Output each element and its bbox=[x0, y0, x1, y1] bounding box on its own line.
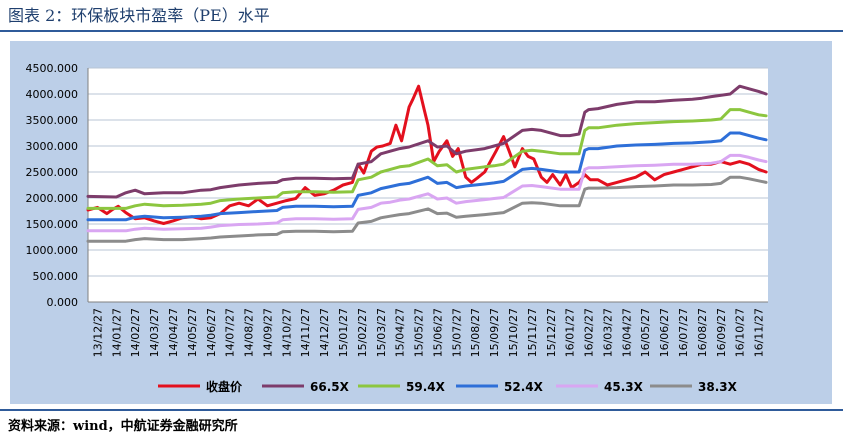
x-tick-label: 15/09/27 bbox=[488, 308, 501, 357]
x-tick-label: 13/12/27 bbox=[91, 308, 104, 357]
bottom-rule bbox=[0, 409, 843, 411]
y-tick-label: 3000.000 bbox=[26, 140, 79, 153]
x-tick-label: 16/11/27 bbox=[753, 308, 766, 357]
legend-label: 59.4X bbox=[406, 380, 446, 394]
x-tick-label: 14/04/27 bbox=[167, 308, 180, 357]
x-tick-label: 16/10/27 bbox=[734, 308, 747, 357]
x-tick-label: 16/07/27 bbox=[677, 308, 690, 357]
x-tick-label: 15/10/27 bbox=[507, 308, 520, 357]
figure-title: 图表 2：环保板块市盈率（PE）水平 bbox=[8, 6, 270, 25]
x-tick-label: 16/04/27 bbox=[620, 308, 633, 357]
x-tick-label: 16/02/27 bbox=[583, 308, 596, 357]
y-tick-label: 3500.000 bbox=[26, 114, 79, 127]
x-tick-label: 16/03/27 bbox=[601, 308, 614, 357]
x-tick-label: 15/04/27 bbox=[394, 308, 407, 357]
x-tick-label: 15/11/27 bbox=[526, 308, 539, 357]
x-tick-label: 15/01/27 bbox=[337, 308, 350, 357]
x-tick-label: 14/09/27 bbox=[261, 308, 274, 357]
top-rule bbox=[0, 30, 843, 32]
x-tick-label: 14/11/27 bbox=[299, 308, 312, 357]
x-tick-label: 14/06/27 bbox=[205, 308, 218, 357]
x-tick-label: 16/09/27 bbox=[715, 308, 728, 357]
x-tick-label: 14/07/27 bbox=[224, 308, 237, 357]
x-tick-label: 14/10/27 bbox=[280, 308, 293, 357]
x-tick-label: 16/06/27 bbox=[658, 308, 671, 357]
y-tick-label: 4500.000 bbox=[26, 62, 79, 75]
x-tick-label: 15/12/27 bbox=[545, 308, 558, 357]
y-tick-label: 2500.000 bbox=[26, 166, 79, 179]
x-tick-label: 16/08/27 bbox=[696, 308, 709, 357]
x-tick-label: 15/03/27 bbox=[375, 308, 388, 357]
x-tick-label: 14/02/27 bbox=[129, 308, 142, 357]
x-tick-label: 14/08/27 bbox=[243, 308, 256, 357]
legend-label: 38.3X bbox=[698, 380, 738, 394]
series-line-3 bbox=[86, 108, 768, 210]
x-tick-label: 15/08/27 bbox=[469, 308, 482, 357]
series-line-4 bbox=[86, 131, 768, 222]
legend-label: 52.4X bbox=[504, 380, 544, 394]
x-tick-label: 16/05/27 bbox=[639, 308, 652, 357]
legend-label: 66.5X bbox=[310, 380, 350, 394]
x-tick-label: 15/07/27 bbox=[450, 308, 463, 357]
y-tick-label: 1000.000 bbox=[26, 244, 79, 257]
legend-label: 45.3X bbox=[604, 380, 644, 394]
x-tick-label: 15/05/27 bbox=[413, 308, 426, 357]
x-tick-label: 16/01/27 bbox=[564, 308, 577, 357]
x-tick-label: 14/05/27 bbox=[186, 308, 199, 357]
x-tick-label: 15/06/27 bbox=[431, 308, 444, 357]
y-tick-label: 4000.000 bbox=[26, 88, 79, 101]
x-tick-label: 15/02/27 bbox=[356, 308, 369, 357]
x-tick-label: 14/03/27 bbox=[148, 308, 161, 357]
series-line-2 bbox=[86, 84, 768, 199]
series-line-5 bbox=[86, 153, 768, 233]
y-tick-label: 1500.000 bbox=[26, 218, 79, 231]
y-tick-label: 500.000 bbox=[33, 270, 79, 283]
legend-label: 收盘价 bbox=[206, 379, 243, 394]
x-tick-label: 14/01/27 bbox=[110, 308, 123, 357]
source-note: 资料来源：wind，中航证券金融研究所 bbox=[8, 419, 238, 434]
series-line-6 bbox=[86, 175, 768, 243]
y-tick-label: 2000.000 bbox=[26, 192, 79, 205]
x-tick-label: 14/12/27 bbox=[318, 308, 331, 357]
y-tick-label: 0.000 bbox=[47, 296, 79, 309]
